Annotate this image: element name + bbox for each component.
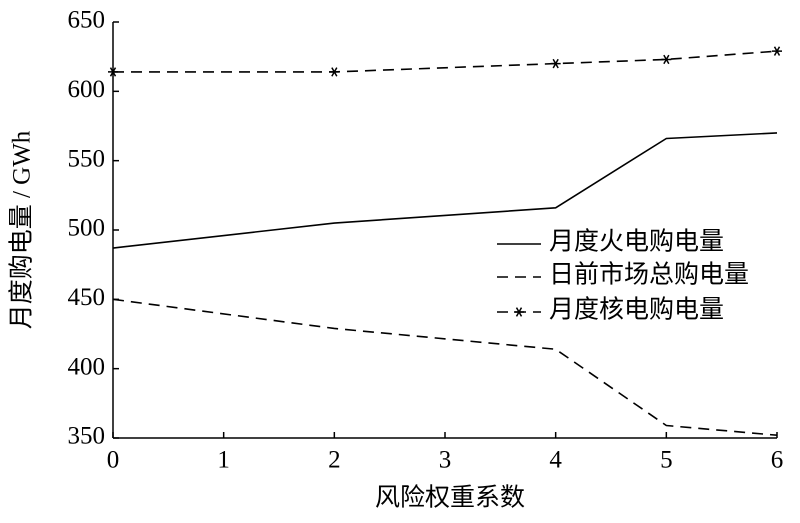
x-axis-label: 风险权重系数 (375, 484, 525, 512)
series-line (112, 298, 778, 437)
legend-label: 日前市场总购电量 (549, 261, 749, 289)
point-marker (108, 67, 118, 77)
y-axis-label: 月度购电量 / GWh (8, 130, 36, 329)
point-marker (772, 46, 782, 56)
x-tick-label: 2 (328, 447, 341, 474)
legend-label: 月度火电购电量 (549, 228, 724, 256)
x-tick-label: 4 (549, 447, 562, 474)
y-tick-label: 550 (68, 145, 106, 172)
x-tick-label: 0 (107, 447, 120, 474)
y-tick-label: 650 (68, 7, 106, 34)
series-line (113, 50, 778, 73)
point-marker (550, 58, 561, 69)
y-tick-label: 350 (68, 423, 106, 450)
y-tick-label: 600 (68, 76, 106, 103)
x-tick-label: 5 (660, 447, 673, 474)
x-tick-label: 1 (217, 447, 230, 474)
legend-marker (514, 307, 524, 317)
point-marker (661, 54, 672, 65)
point-marker (329, 67, 340, 77)
y-tick-label: 500 (68, 215, 106, 242)
series-line (112, 132, 778, 249)
x-tick-label: 6 (771, 447, 784, 474)
y-tick-label: 400 (68, 353, 106, 380)
legend-label: 月度核电购电量 (549, 296, 724, 324)
y-tick-label: 450 (68, 284, 106, 311)
x-tick-label: 3 (439, 447, 452, 474)
